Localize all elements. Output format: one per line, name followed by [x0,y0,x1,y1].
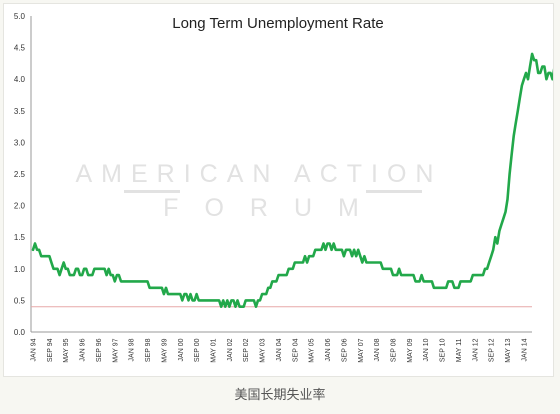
x-tick-label: SEP 10 [440,338,447,362]
y-tick-label: 4.0 [14,75,26,84]
x-tick-label: JAN 14 [521,338,528,361]
x-tick-label: MAY 13 [505,338,512,362]
x-tick-label: MAY 97 [112,338,119,362]
y-tick-label: 1.0 [14,265,26,274]
chart-card: Long Term Unemployment Rate AMERICAN ACT… [3,3,560,377]
watermark-divider-right [366,190,422,193]
x-tick-label: MAY 11 [456,338,463,362]
watermark-divider-left [124,190,180,193]
watermark-line-1: AMERICAN ACTION [76,160,443,188]
y-tick-label: 2.0 [14,202,26,211]
x-tick-label: SEP 98 [145,338,152,362]
x-tick-label: MAY 95 [63,338,70,362]
x-tick-label: JAN 98 [129,338,136,361]
x-tick-label: JAN 08 [374,338,381,361]
x-tick-label: JAN 96 [80,338,87,361]
y-tick-label: 5.0 [14,12,26,21]
x-tick-label: SEP 96 [96,338,103,362]
x-tick-label: MAY 07 [358,338,365,362]
watermark-line-2: FORUM [163,194,385,222]
x-tick-label: JAN 06 [325,338,332,361]
chart-caption: 美国长期失业率 [234,388,326,403]
x-tick-label: JAN 10 [423,338,430,361]
x-tick-label: JAN 94 [31,338,38,361]
y-tick-label: 2.5 [14,170,26,179]
y-tick-label: 3.5 [14,107,26,116]
y-tick-label: 4.5 [14,44,26,53]
watermark: AMERICAN ACTION FORUM [76,160,443,222]
x-tick-label: JAN 04 [276,338,283,361]
y-tick-labels: 0.0 0.5 1.0 1.5 2.0 2.5 3.0 3.5 4.0 4.5 5.0 [14,12,26,337]
y-tick-label: 1.5 [14,233,26,242]
x-tick-labels: JAN 94 SEP 94 MAY 95 JAN 96 SEP 96 MAY 97 JAN … [31,338,529,362]
x-tick-label: SEP 08 [391,338,398,362]
x-tick-label: SEP 02 [243,338,250,362]
y-tick-label: 0.0 [14,328,26,337]
x-tick-label: SEP 94 [47,338,54,362]
x-tick-label: JAN 12 [472,338,479,361]
x-tick-label: SEP 06 [341,338,348,362]
y-tick-label: 3.0 [14,138,26,147]
x-tick-label: SEP 12 [489,338,496,362]
x-tick-label: MAY 99 [161,338,168,362]
y-tick-label: 0.5 [14,296,26,305]
chart-title: Long Term Unemployment Rate [172,15,384,32]
x-tick-label: JAN 00 [178,338,185,361]
line-chart: Long Term Unemployment Rate AMERICAN ACT… [14,12,560,363]
x-tick-label: MAY 09 [407,338,414,362]
x-tick-label: SEP 00 [194,338,201,362]
series-line [31,52,560,308]
x-tick-label: JAN 02 [227,338,234,361]
x-tick-label: MAY 05 [309,338,316,362]
x-tick-label: MAY 01 [211,338,218,362]
x-tick-label: MAY 03 [260,338,267,362]
x-tick-label: SEP 04 [292,338,299,362]
